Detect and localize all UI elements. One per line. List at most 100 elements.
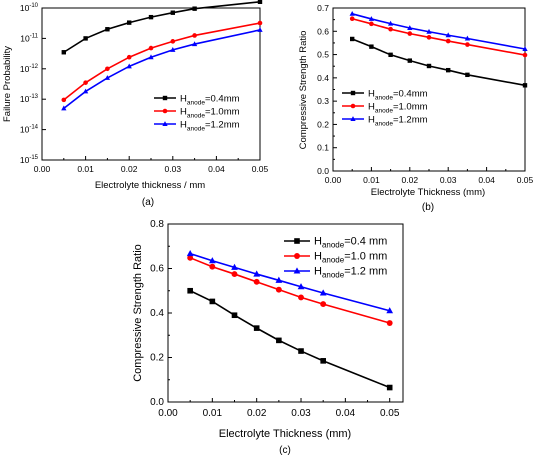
series-0: Hanode=0.4 mm (187, 236, 393, 391)
legend-label-sub: anode (375, 121, 393, 128)
series-line (63, 0, 261, 53)
legend-marker (162, 95, 168, 101)
legend-marker (162, 121, 168, 126)
data-point (522, 52, 528, 58)
data-point (231, 263, 238, 270)
series-line (351, 38, 526, 87)
y-tick-exponent: -10 (29, 3, 38, 9)
data-point (192, 6, 197, 11)
legend-label-tail: =1.0 mm (344, 251, 387, 263)
data-point (148, 14, 154, 20)
data-point (446, 67, 451, 73)
y-tick-label: 0.6 (150, 264, 164, 275)
y-axis-label: Compressive Strength Ratio (298, 31, 309, 150)
data-point (407, 58, 412, 63)
data-point (369, 44, 374, 49)
legend-label-main: H (314, 236, 322, 248)
data-point (208, 257, 216, 264)
y-tick-base: 10 (20, 155, 30, 165)
legend-label-main: H (180, 120, 187, 131)
data-point (320, 358, 326, 364)
legend-label: Hanode=1.2 mm (314, 266, 387, 280)
legend-label: Hanode=1.2mm (368, 115, 428, 128)
y-tick-label: 10-11 (20, 33, 38, 43)
x-tick-label: 0.01 (363, 175, 380, 185)
series-0: Hanode=0.4mm (61, 0, 263, 107)
x-axis-label: Electrolyte Thickness (mm) (371, 187, 485, 198)
data-point (61, 97, 67, 103)
x-tick-label: 0.02 (402, 175, 419, 185)
y-tick-exponent: -15 (29, 155, 38, 161)
data-point (257, 0, 263, 4)
legend-label: Hanode=1.0mm (180, 107, 240, 120)
data-point (127, 20, 132, 25)
data-point (61, 105, 67, 111)
data-point (186, 249, 194, 257)
data-point (407, 25, 413, 31)
legend-label-tail: =0.4mm (393, 89, 428, 100)
legend-label-sub: anode (187, 100, 205, 107)
series-0: Hanode=0.4mm (342, 36, 528, 102)
legend-label-sub: anode (322, 271, 345, 280)
y-tick-label: 0.0 (317, 166, 329, 176)
y-tick-exponent: -14 (29, 125, 38, 131)
data-point (407, 31, 413, 36)
data-point (231, 271, 238, 278)
data-point (187, 254, 194, 261)
data-point (426, 35, 432, 40)
legend-label-sub: anode (375, 108, 393, 115)
data-point (387, 20, 394, 26)
legend-marker (294, 253, 300, 259)
data-point (522, 46, 528, 51)
data-point (319, 289, 327, 296)
x-tick-label: 0.03 (165, 164, 182, 174)
legend-label-sub: anode (322, 241, 345, 250)
data-point (388, 26, 393, 32)
legend-marker (350, 116, 356, 121)
data-point (388, 52, 393, 58)
x-axis-label: Electrolyte Thickness (mm) (219, 428, 351, 440)
series-2: Hanode=1.2mm (61, 27, 263, 133)
data-point (170, 39, 176, 44)
data-point (350, 36, 355, 42)
data-point (386, 307, 394, 314)
data-point (126, 63, 132, 69)
y-tick-label: 0.8 (150, 219, 164, 230)
x-tick-label: 0.05 (252, 164, 269, 174)
legend-label-sub: anode (375, 95, 393, 102)
legend-label: Hanode=0.4 mm (314, 236, 387, 250)
x-tick-label: 0.03 (440, 175, 457, 185)
x-tick-label: 0.01 (203, 408, 223, 419)
series-line (351, 17, 526, 56)
legend-label-sub: anode (322, 256, 345, 265)
x-tick-label: 0.00 (158, 408, 178, 419)
data-point (349, 10, 355, 16)
y-tick-exponent: -12 (29, 64, 38, 70)
data-point (170, 10, 175, 15)
legend-label-tail: =1.2mm (393, 115, 428, 126)
y-tick-label: 10-15 (20, 155, 39, 165)
legend-marker (350, 103, 356, 109)
data-point (445, 32, 451, 38)
y-tick-label: 10-10 (20, 3, 39, 13)
data-point (253, 325, 260, 331)
legend-label-main: H (368, 115, 375, 126)
y-tick-label: 10-12 (20, 64, 39, 74)
y-tick-label: 0.2 (150, 353, 164, 364)
y-tick-base: 10 (20, 94, 30, 104)
legend-label-tail: =1.0mm (205, 107, 240, 118)
data-point (209, 298, 216, 305)
data-point (105, 66, 110, 72)
series-1: Hanode=1.0mm (61, 20, 263, 120)
series-2: Hanode=1.2mm (342, 10, 528, 128)
data-point (275, 286, 282, 293)
data-point (209, 263, 216, 270)
panel-caption: (a) (142, 197, 154, 208)
x-tick-label: 0.04 (208, 164, 225, 174)
y-tick-label: 0.5 (317, 50, 329, 60)
y-tick-label: 10-13 (20, 94, 39, 104)
legend-marker (294, 238, 300, 244)
legend-label-tail: =1.0mm (393, 102, 428, 113)
data-point (276, 337, 282, 344)
data-point (61, 50, 66, 55)
